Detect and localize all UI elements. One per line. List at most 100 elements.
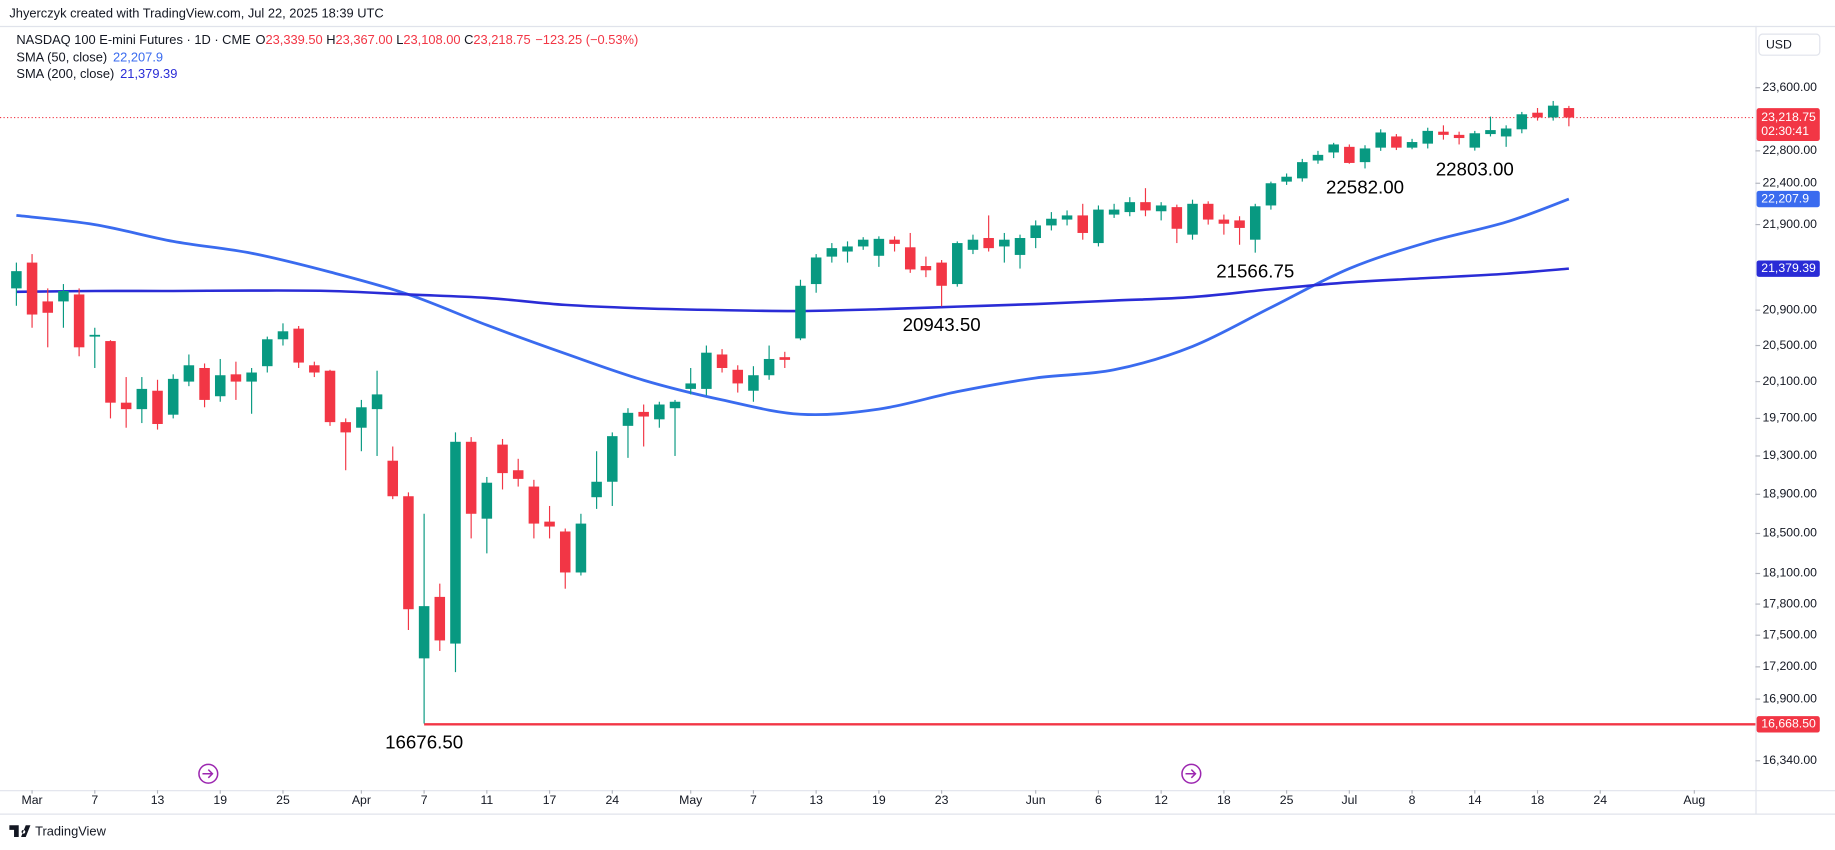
candle-body [58, 290, 69, 302]
y-tick-label: 19,700.00 [1762, 411, 1817, 425]
candle-body [873, 238, 885, 256]
candle-body [559, 531, 571, 573]
legend-value: 23,108.00 [403, 33, 460, 48]
candle-body [1328, 144, 1339, 153]
level-price-box [1756, 716, 1820, 733]
x-tick-label: Jun [1026, 793, 1046, 807]
candle-body [732, 369, 744, 384]
y-tick-label: 21,900.00 [1762, 217, 1817, 231]
candle-body [1265, 183, 1277, 206]
sma-price-label: 21,379.39 [1761, 261, 1816, 275]
y-tick-label: 20,900.00 [1762, 302, 1817, 316]
candle-body [230, 374, 242, 382]
event-icon[interactable] [1181, 763, 1202, 784]
candle-body [246, 372, 257, 382]
x-tick-label: 23 [935, 793, 949, 807]
legend-indicator: SMA (50, close) 22,207.9 [16, 50, 163, 65]
candle-body [1140, 202, 1151, 211]
candle-body [497, 444, 508, 474]
countdown: 02:30:41 [1761, 124, 1809, 138]
legend: NASDAQ 100 E-mini Futures · 1D · CME O23,… [16, 33, 638, 82]
last-price-label: 23,218.75 [1761, 110, 1816, 124]
x-tick-label: 24 [605, 793, 619, 807]
x-tick-label: 24 [1593, 793, 1607, 807]
candle-body [1469, 133, 1481, 148]
candle-body [1422, 130, 1434, 144]
candle-body [136, 388, 148, 410]
candle-body [1453, 134, 1465, 139]
candle-body [716, 354, 728, 368]
candle-body [842, 246, 853, 252]
x-tick-label: 25 [276, 793, 290, 807]
candle-body [387, 460, 399, 497]
candle-body [1563, 108, 1575, 118]
candle-body [936, 262, 947, 286]
candle-body [42, 301, 54, 313]
candle-body [544, 521, 555, 527]
x-tick-label: 13 [809, 793, 823, 807]
candle-body [26, 262, 38, 315]
x-tick-label: 7 [91, 793, 98, 807]
sma-price-box [1756, 190, 1820, 208]
candle-body [528, 486, 540, 524]
candle-body [1406, 142, 1418, 148]
x-tick-label: 19 [213, 793, 227, 807]
brand-logo [9, 825, 31, 837]
currency-box[interactable] [1758, 33, 1821, 56]
candle-body [1014, 238, 1026, 255]
candle-body [324, 370, 336, 423]
legend-key: H [326, 33, 335, 48]
y-tick-label: 18,500.00 [1762, 526, 1817, 540]
candle-body [450, 441, 461, 644]
candle-body [983, 238, 994, 249]
x-tick-label: Jul [1341, 793, 1357, 807]
candle-body [763, 358, 775, 376]
legend-indicator-name: SMA (200, close) [16, 66, 114, 81]
legend-indicator: SMA (200, close) 21,379.39 [16, 66, 177, 81]
y-tick-label: 18,900.00 [1762, 487, 1817, 501]
candle-body [418, 606, 430, 659]
y-tick-label: 19,300.00 [1762, 448, 1817, 462]
y-tick-label: 22,400.00 [1762, 176, 1817, 190]
candle-body [403, 496, 414, 610]
candle-body [669, 401, 681, 409]
legend-value: 23,218.75 [473, 33, 530, 48]
candle-body [105, 341, 116, 403]
candle-body [904, 247, 916, 270]
y-tick-label: 17,500.00 [1762, 627, 1817, 641]
candle-body [685, 383, 696, 389]
low-annotation: 22803.00 [1436, 158, 1514, 179]
candle-body [920, 266, 932, 271]
event-icon[interactable] [198, 763, 219, 784]
low-annotation: 20943.50 [903, 314, 981, 335]
candle-body [1218, 219, 1230, 224]
candle-body [120, 402, 132, 410]
y-tick-label: 16,900.00 [1762, 691, 1817, 705]
candle-body [465, 441, 477, 514]
candle-body [1124, 202, 1136, 213]
sma-price-box [1756, 260, 1820, 277]
x-tick-label: 14 [1468, 793, 1482, 807]
candle-body [183, 365, 195, 382]
brand: TradingView [35, 824, 106, 839]
candle-body [1093, 209, 1104, 244]
candle-body [277, 331, 289, 340]
candle-body [889, 239, 900, 244]
candle-body [309, 365, 320, 373]
y-tick-label: 18,100.00 [1762, 566, 1817, 580]
candle-body [214, 375, 226, 397]
candle-body [638, 411, 649, 417]
y-tick-label: 16,340.00 [1762, 753, 1817, 767]
x-tick-label: Apr [352, 793, 371, 807]
y-tick-label: 23,600.00 [1762, 80, 1817, 94]
currency: USD [1766, 37, 1792, 51]
candle-body [152, 390, 163, 424]
legend-value: 23,339.50 [265, 33, 322, 48]
legend-key: C [464, 33, 473, 48]
candle-body [1532, 112, 1543, 118]
low-annotation: 16676.50 [385, 731, 463, 752]
x-tick-label: 19 [872, 793, 886, 807]
candle-body [1516, 114, 1528, 130]
candle-body [1030, 225, 1041, 239]
